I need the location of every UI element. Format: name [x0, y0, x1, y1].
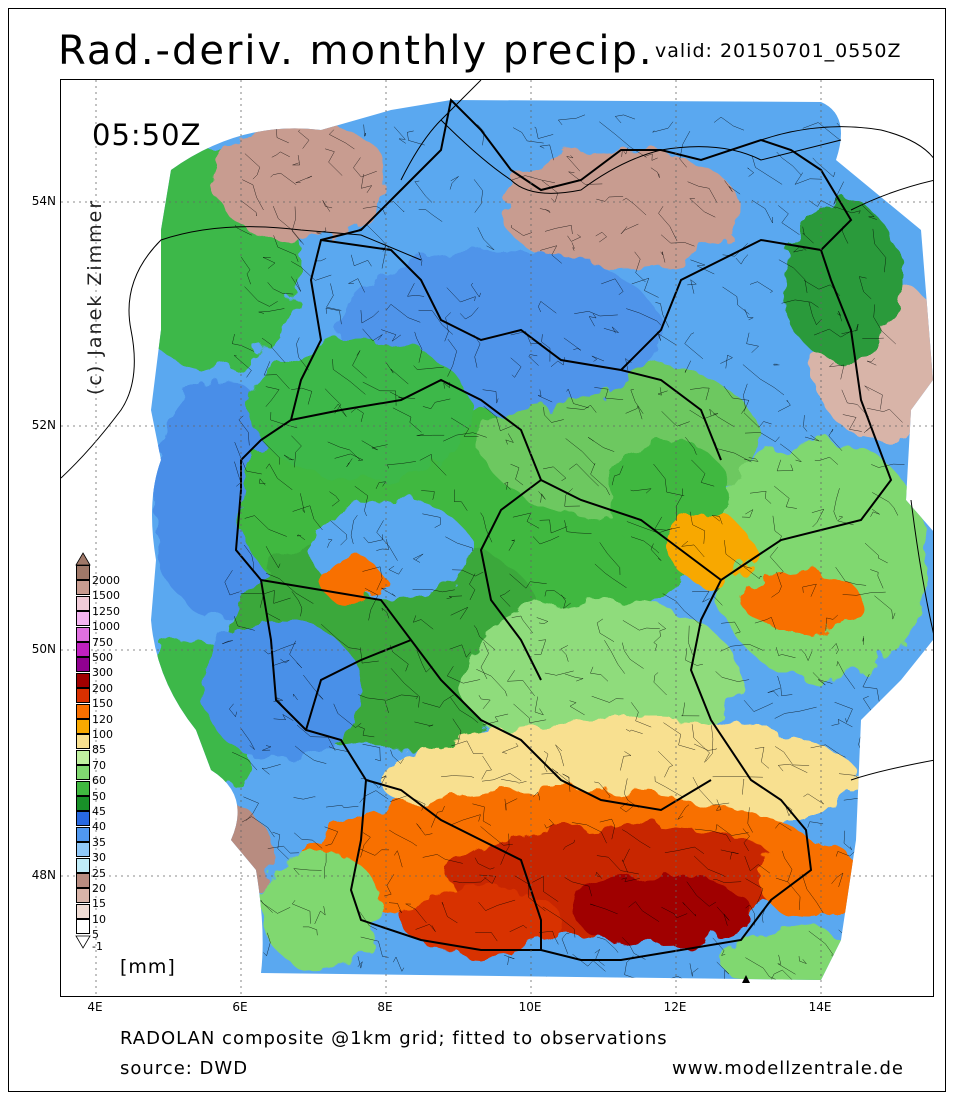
- radar-field: [151, 100, 933, 980]
- legend-swatch: [76, 734, 90, 750]
- legend-swatch: [76, 580, 90, 596]
- legend-arrow-down: [75, 935, 91, 949]
- legend-label: 100: [92, 728, 113, 741]
- lon-label-14e: 14E: [808, 1000, 832, 1014]
- legend-label: 20: [92, 882, 106, 895]
- lat-label-50n: 50N: [31, 642, 56, 656]
- legend-label: 60: [92, 774, 106, 788]
- lon-label-6e: 6E: [232, 1000, 248, 1014]
- legend-unit: [mm]: [120, 956, 176, 978]
- legend-swatch: [76, 565, 90, 580]
- legend-swatch: [76, 842, 90, 858]
- lon-label-8e: 8E: [377, 1000, 393, 1014]
- legend-label: 1500: [92, 589, 120, 603]
- coastlines: [61, 80, 933, 781]
- legend-swatch: [76, 919, 90, 935]
- legend-swatch: [76, 765, 90, 781]
- legend-label: 70: [92, 758, 106, 772]
- lat-label-52n: 52N: [31, 418, 56, 432]
- legend-label: 2000: [92, 574, 120, 587]
- footer-method: RADOLAN composite @1km grid; fitted to o…: [120, 1028, 668, 1049]
- country-border: [234, 97, 893, 961]
- legend-swatch: [76, 672, 90, 688]
- station-marker: [742, 975, 750, 983]
- footer-website: www.modellzentrale.de: [672, 1058, 904, 1079]
- legend-swatch: [76, 703, 90, 719]
- legend-label: 300: [92, 666, 113, 680]
- legend-label: 10: [92, 912, 106, 926]
- graticule: [61, 80, 933, 996]
- lon-label-10e: 10E: [518, 1000, 542, 1014]
- figure-frame: [8, 8, 946, 1092]
- legend-label: -1: [92, 939, 103, 953]
- legend-swatch: [76, 796, 90, 811]
- legend-label: 150: [92, 697, 113, 711]
- legend-swatch: [76, 688, 90, 704]
- color-legend: 2000 1500 1250 1000 750 500 300 200 150 120 100 85 7…: [70, 552, 190, 993]
- legend-swatch: [76, 826, 90, 842]
- lat-label-54n: 54N: [31, 194, 56, 208]
- precip-map-graphic: [61, 80, 933, 996]
- legend-swatch: [76, 780, 90, 796]
- legend-swatch: [76, 642, 90, 657]
- legend-label: 25: [92, 866, 106, 880]
- lon-label-4e: 4E: [87, 1000, 103, 1014]
- legend-label: 200: [92, 681, 113, 695]
- legend-label: 500: [92, 651, 113, 664]
- district-borders: [222, 114, 914, 980]
- legend-swatch: [76, 888, 90, 904]
- legend-label: 30: [92, 851, 106, 865]
- legend-swatch: [76, 595, 90, 611]
- time-label: 05:50Z: [92, 118, 202, 152]
- legend-swatch: [76, 811, 90, 827]
- precip-map: [60, 79, 934, 997]
- legend-label: 5: [92, 928, 99, 942]
- map-title: Rad.-deriv. monthly precip.: [58, 28, 654, 74]
- legend-swatch: [76, 857, 90, 873]
- legend-swatch: [76, 611, 90, 627]
- legend-swatch: [76, 657, 90, 673]
- legend-label: 120: [92, 712, 113, 726]
- legend-label: 15: [92, 897, 106, 911]
- valid-time: valid: 20150701_0550Z: [655, 40, 902, 62]
- legend-label: 750: [92, 635, 113, 649]
- legend-label: 50: [92, 789, 106, 803]
- lat-label-48n: 48N: [31, 868, 56, 882]
- legend-arrow-up: [75, 552, 91, 566]
- legend-label: 1250: [92, 604, 120, 618]
- legend-swatch: [76, 903, 90, 919]
- footer-source: source: DWD: [120, 1058, 249, 1079]
- legend-label: 35: [92, 835, 106, 849]
- legend-label: 45: [92, 805, 106, 818]
- legend-swatch: [76, 873, 90, 888]
- legend-label: 85: [92, 743, 106, 757]
- lon-label-12e: 12E: [663, 1000, 687, 1014]
- legend-label: 1000: [92, 620, 120, 634]
- legend-label: 40: [92, 820, 106, 834]
- author-credit: (c) Janek Zimmer: [84, 198, 106, 395]
- legend-swatch: [76, 626, 90, 642]
- legend-swatch: [76, 749, 90, 765]
- legend-swatch: [76, 719, 90, 734]
